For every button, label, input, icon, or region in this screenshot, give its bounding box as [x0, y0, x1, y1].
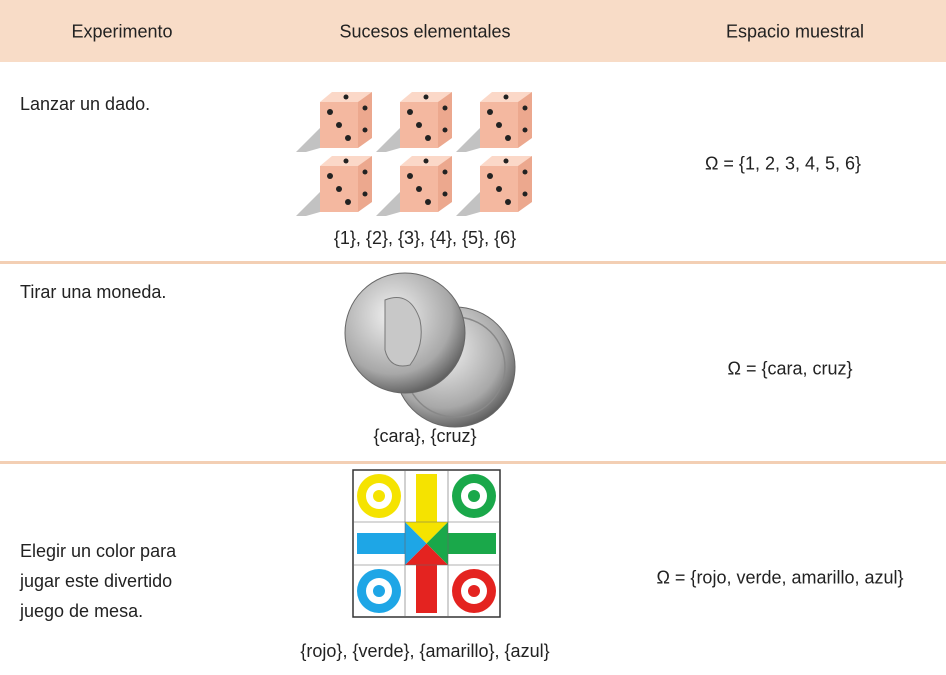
- header-cell: Sucesos elementales: [339, 21, 511, 42]
- events: {1}, {2}, {3}, {4}, {5}, {6}: [333, 228, 517, 248]
- row-separator: [0, 261, 946, 264]
- experiment: Lanzar un dado.: [20, 94, 151, 114]
- sample-space: Ω = {1, 2, 3, 4, 5, 6}: [704, 153, 862, 174]
- events: {cara}, {cruz}: [373, 426, 477, 446]
- sample-space: Ω = {cara, cruz}: [727, 358, 853, 379]
- row-separator: [0, 461, 946, 464]
- header-cell: Espacio muestral: [725, 21, 865, 42]
- experiment: Tirar una moneda.: [20, 282, 167, 302]
- sample-space: Ω = {rojo, verde, amarillo, azul}: [656, 567, 904, 588]
- header-cell: Experimento: [71, 21, 173, 42]
- events: {rojo}, {verde}, {amarillo}, {azul}: [300, 641, 550, 661]
- header-band: [0, 0, 946, 62]
- experiment: Elegir un color para jugar este divertid…: [20, 541, 177, 621]
